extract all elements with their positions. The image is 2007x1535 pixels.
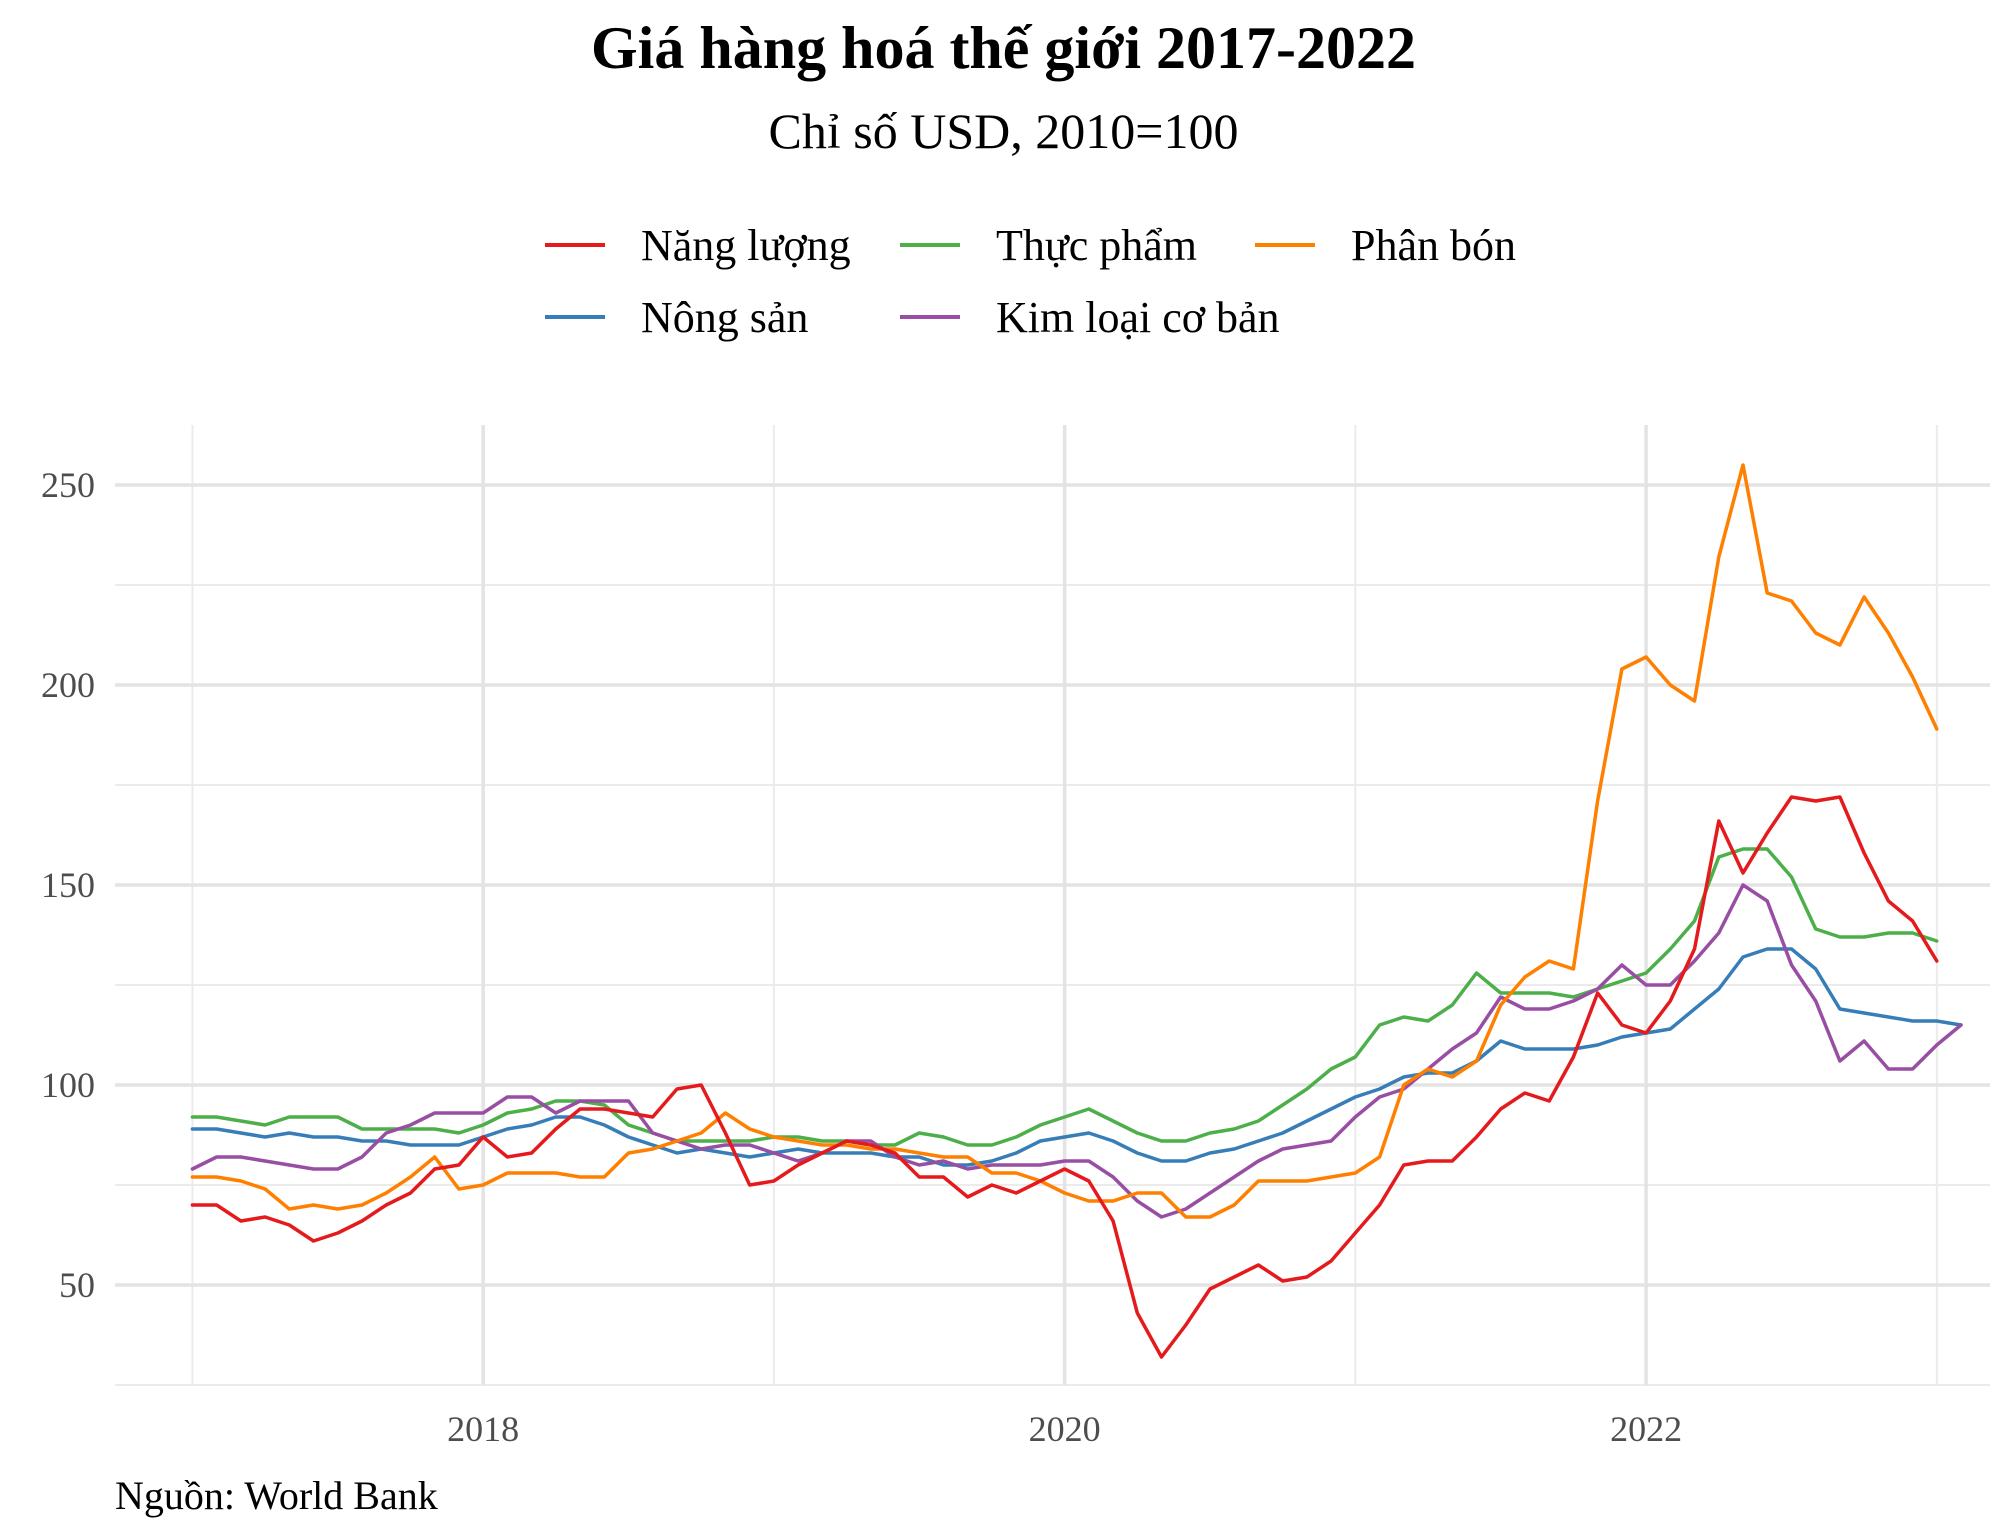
major-gridlines — [115, 425, 1990, 1385]
legend: Năng lượng Thực phẩm Phân bón Nông sản K… — [545, 210, 1645, 360]
series-lines — [190, 463, 1963, 1359]
series-line-1 — [190, 947, 1963, 1167]
y-tick-label: 200 — [41, 665, 95, 705]
legend-swatch-phan-bon — [1255, 243, 1315, 247]
y-tick-label: 50 — [59, 1265, 95, 1305]
y-tick-label: 250 — [41, 465, 95, 505]
y-axis: 50 100 150 200 250 — [41, 465, 95, 1305]
y-tick-label: 150 — [41, 865, 95, 905]
series-line-2 — [190, 847, 1939, 1147]
legend-item-thuc-pham: Thực phẩm — [900, 210, 1197, 280]
legend-swatch-kim-loai — [900, 315, 960, 319]
series-line-0 — [190, 795, 1939, 1359]
legend-swatch-thuc-pham — [900, 243, 960, 247]
legend-label-thuc-pham: Thực phẩm — [996, 220, 1198, 270]
legend-label-nong-san: Nông sản — [641, 292, 809, 342]
source-note: Nguồn: World Bank — [115, 1473, 438, 1518]
chart-title: Giá hàng hoá thế giới 2017-2022 — [591, 15, 1416, 81]
legend-swatch-nang-luong — [545, 243, 605, 247]
series-line-3 — [190, 883, 1963, 1219]
legend-item-nong-san: Nông sản — [545, 282, 808, 352]
chart-subtitle: Chỉ số USD, 2010=100 — [768, 103, 1239, 159]
legend-item-phan-bon: Phân bón — [1255, 210, 1516, 280]
minor-gridlines — [115, 425, 1990, 1386]
legend-item-kim-loai: Kim loại cơ bản — [900, 282, 1280, 352]
x-tick-label: 2022 — [1610, 1409, 1682, 1449]
legend-swatch-nong-san — [545, 315, 605, 319]
legend-label-kim-loai: Kim loại cơ bản — [996, 292, 1280, 342]
x-tick-label: 2020 — [1029, 1409, 1101, 1449]
legend-item-nang-luong: Năng lượng — [545, 210, 851, 280]
legend-label-phan-bon: Phân bón — [1351, 220, 1516, 270]
legend-label-nang-luong: Năng lượng — [641, 220, 851, 270]
y-tick-label: 100 — [41, 1065, 95, 1105]
x-axis: 2018 2020 2022 — [447, 1409, 1682, 1449]
x-tick-label: 2018 — [447, 1409, 519, 1449]
series-line-4 — [190, 463, 1939, 1219]
